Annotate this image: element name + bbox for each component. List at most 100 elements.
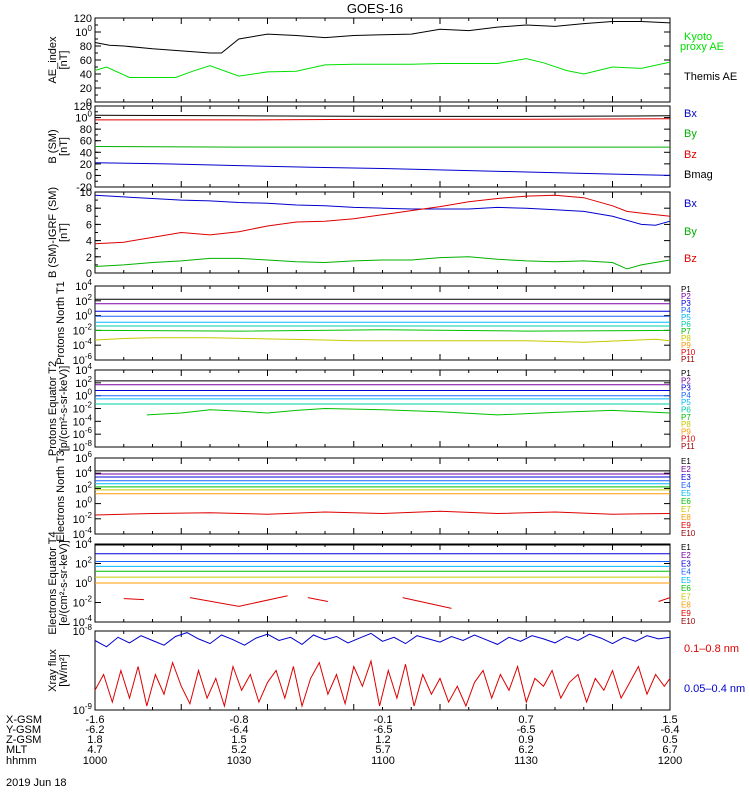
panel-3: 0 2 4 6 8 10 B (SM)-IGRF (SM) [nT] Bx By Bz [47, 187, 697, 280]
y-tick-label: 104 [75, 278, 92, 293]
series-line-bz [94, 194, 671, 245]
y-tick-label: 0 [86, 97, 92, 109]
y-axis-title: Electrons Equator T4 [47, 531, 59, 634]
series-line-themis-ae [94, 21, 671, 54]
y-tick-label: 10-2 [73, 401, 93, 416]
legend-label: Bx [684, 198, 697, 210]
legend-label: Bz [684, 149, 697, 161]
y-tick-label: 120 [74, 13, 92, 25]
ephemeris-value: -6.4 [661, 724, 680, 736]
y-tick-label: 10-8 [73, 623, 93, 638]
legend: Bx By Bz [684, 198, 697, 265]
legend-label: P7 [681, 327, 691, 336]
series-line-by [94, 146, 670, 148]
legend-label: 0.05–0.4 nm [684, 683, 745, 695]
legend-label: P8 [681, 420, 691, 429]
legend-label: By [684, 226, 697, 238]
y-tick-label: 80 [80, 124, 92, 136]
y-tick-label: 10-2 [73, 322, 93, 337]
y-tick-label: -20 [76, 182, 92, 194]
series-line-e9a [123, 598, 144, 601]
legend-label: P1 [681, 285, 691, 294]
y-axis-unit: [W/m²] [58, 654, 70, 686]
legend-label: E9 [681, 609, 691, 618]
legend-label: P9 [681, 427, 691, 436]
y-tick-label: 10-4 [73, 614, 93, 629]
panel-8: 10-9 10-8 Xray flux [W/m²] 0.1–0.8 nm 0.05–0.… [47, 623, 745, 717]
legend-label: E8 [681, 601, 691, 610]
ephemeris-row-label: Z-GSM [6, 734, 41, 746]
series-line-0-1-0-8-nm [94, 659, 671, 708]
legend-label: Bmag [684, 169, 713, 181]
series-line-kyoto-proxy-ae [94, 58, 671, 78]
legend-label: P5 [681, 313, 691, 322]
series-line-e9c [307, 597, 328, 602]
legend-label: E7 [681, 592, 691, 601]
y-tick-label: 60 [80, 136, 92, 148]
y-tick-label: 40 [80, 147, 92, 159]
y-tick-label: 104 [75, 465, 92, 480]
y-tick-label: 100 [75, 496, 92, 511]
legend-label: P2 [681, 376, 691, 385]
y-tick-label: 10-2 [73, 511, 93, 526]
panel-frame [94, 369, 671, 448]
legend-label: 0.1–0.8 nm [684, 643, 739, 655]
ephemeris-value: 0.7 [518, 714, 533, 726]
ephemeris-value: 1130 [514, 755, 538, 767]
ephemeris-value: -6.2 [86, 724, 105, 736]
panel-frame [94, 17, 671, 103]
y-tick-label: 80 [80, 41, 92, 53]
legend-label: P11 [681, 355, 695, 364]
legend-label: E10 [681, 617, 696, 626]
panel-frame [94, 285, 671, 361]
legend-label: E3 [681, 473, 691, 482]
ephemeris-value: 1.5 [231, 734, 246, 746]
ephemeris-value: 6.7 [662, 744, 677, 756]
legend-label: By [684, 128, 697, 140]
ephemeris-value: -6.4 [230, 724, 249, 736]
ephemeris-value: 4.7 [87, 744, 102, 756]
legend-label: E6 [681, 584, 691, 593]
ephemeris-value: -0.8 [230, 714, 249, 726]
legend-label: P11 [681, 442, 695, 451]
y-tick-label: 10-6 [73, 352, 93, 367]
ephemeris-value: -1.6 [86, 714, 105, 726]
series-line-e9b [189, 595, 288, 607]
series-line-e9 [94, 510, 671, 516]
ephemeris-table: 2019 Jun 18 X-GSM -1.6 -0.8 -0.1 0.7 1.5 Y-GSM… [6, 714, 682, 789]
legend-label: E9 [681, 521, 691, 530]
legend-label: P5 [681, 398, 691, 407]
y-axis-unit: [nT] [58, 51, 70, 70]
ephemeris-value: -0.1 [374, 714, 393, 726]
ephemeris-value: 1.2 [375, 734, 390, 746]
y-tick-label: 102 [75, 480, 92, 495]
y-tick-label: 102 [75, 375, 92, 390]
y-axis-title: B (SM) [47, 129, 59, 163]
y-axis-title: Electrons North T3 [55, 450, 67, 542]
legend-label: E7 [681, 505, 691, 514]
ephemeris-value: 1000 [83, 755, 107, 767]
y-tick-label: 100 [75, 110, 92, 125]
legend-label: P2 [681, 292, 691, 301]
y-tick-label: 20 [80, 83, 92, 95]
y-axis-title: B (SM)-IGRF (SM) [47, 187, 59, 278]
legend-label: E10 [681, 529, 696, 538]
y-tick-label: 10-6 [73, 426, 93, 441]
series-line-0-05-0-4-nm [94, 632, 671, 648]
y-axis-unit: [nT] [58, 223, 70, 242]
legend-label: E6 [681, 497, 691, 506]
y-axis-unit: [e/(cm²-s-sr-keV)] [58, 540, 70, 626]
legend-label: P8 [681, 334, 691, 343]
y-tick-label: 10-8 [73, 439, 93, 454]
y-tick-label: 10-2 [73, 595, 93, 610]
legend-label: E5 [681, 576, 691, 585]
series-line-p8 [94, 337, 671, 343]
ephemeris-row-label: Y-GSM [6, 724, 41, 736]
